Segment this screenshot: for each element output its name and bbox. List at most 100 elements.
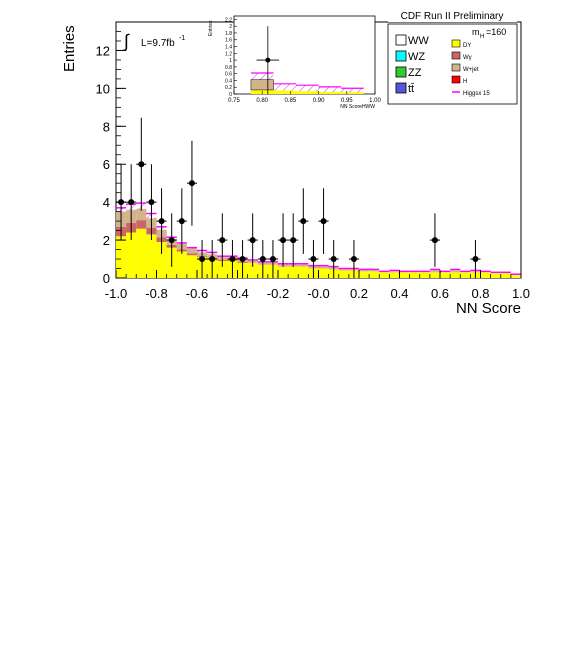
data-point — [310, 256, 317, 263]
legend-label: ZZ — [408, 67, 422, 79]
inset-y-tick-label: 0.4 — [225, 78, 232, 84]
wjet-bar — [136, 208, 147, 221]
wjet-bar — [338, 269, 349, 271]
legend-swatch — [451, 39, 461, 48]
data-point — [350, 256, 357, 263]
inset-dy-bar — [341, 92, 364, 94]
inset-y-tick-label: 0.6 — [225, 72, 232, 78]
dy-bar — [450, 272, 461, 278]
data-points — [116, 117, 481, 278]
inset-y-axis-label: Entries — [208, 20, 214, 36]
dy-bar — [278, 266, 289, 278]
inset-dy-bar — [273, 90, 297, 94]
dy-bar — [399, 272, 410, 278]
wjet-bar — [369, 270, 380, 272]
main-axes: -1.0 -0.8 -0.6 -0.4 -0.2 -0.0 0.2 0.4 0.6 0.8 1.00… — [96, 31, 530, 301]
data-point — [300, 218, 307, 225]
inset-higgs-bar — [318, 86, 342, 94]
inset-y-tick-label: 2 — [229, 24, 232, 30]
wjet-bar — [429, 270, 440, 273]
inset-x-tick-label: 0.80 — [256, 98, 268, 104]
data-point — [128, 199, 135, 206]
data-point — [118, 199, 125, 206]
data-point — [178, 218, 185, 225]
legend-label: H — [463, 79, 467, 85]
y-tick-label: 6 — [103, 157, 110, 172]
x-tick-label: 0.4 — [390, 286, 408, 301]
wgamma-bar — [186, 253, 197, 256]
dy-bar — [500, 273, 511, 278]
inset-y-tick-label: 2.2 — [225, 17, 232, 23]
chart-title: CDF Run II Preliminary — [401, 11, 504, 22]
inset-y-tick-label: 1.2 — [225, 51, 232, 57]
dy-bar — [510, 275, 521, 278]
inset-data-point — [265, 57, 271, 63]
dy-bar — [379, 272, 390, 278]
inset-y-tick-label: 0.2 — [225, 85, 232, 91]
dy-bar — [460, 272, 471, 278]
data-point — [168, 237, 175, 244]
mass-subscript: H — [480, 34, 484, 40]
wjet-bar — [298, 264, 309, 267]
data-point — [249, 237, 256, 244]
dy-bar — [419, 272, 430, 278]
dy-bar — [247, 262, 258, 278]
dy-bar — [298, 266, 309, 278]
data-point — [269, 256, 276, 263]
x-tick-label: 0.8 — [471, 286, 489, 301]
inset-x-tick-label: 0.85 — [285, 98, 297, 104]
legend: m H =160 WW WZ ZZ tt̄ DY Wγ W+jet H Higgsx 15 — [387, 23, 518, 105]
dy-bar — [409, 272, 420, 278]
data-point — [138, 161, 145, 168]
dy-bar — [126, 232, 137, 278]
legend-swatch — [395, 50, 407, 62]
inset-x-tick-label: 0.75 — [228, 98, 240, 104]
data-point — [320, 218, 327, 225]
inset-wjet-bar — [250, 79, 274, 91]
legend-label: tt̄ — [408, 83, 414, 95]
legend-label: DY — [463, 43, 471, 49]
luminosity-exponent: -1 — [179, 35, 185, 42]
legend-swatch — [395, 82, 407, 94]
inset-y-tick-label: 1.8 — [225, 31, 232, 37]
y-tick-label: 8 — [103, 119, 110, 134]
legend-swatch — [451, 63, 461, 72]
x-tick-label: -0.8 — [145, 286, 167, 301]
legend-label: WW — [408, 35, 429, 47]
x-tick-label: 0.6 — [431, 286, 449, 301]
y-axis-label: Entries — [61, 25, 78, 72]
integral-symbol: ∫ — [122, 31, 130, 51]
x-tick-label: -0.0 — [307, 286, 329, 301]
x-tick-label: -1.0 — [105, 286, 127, 301]
luminosity-label: L=9.7fb — [141, 38, 175, 49]
inset-y-tick-label: 0.8 — [225, 65, 232, 71]
x-tick-label: -0.6 — [186, 286, 208, 301]
wjet-bar — [450, 270, 461, 273]
inset-y-tick-label: 1.4 — [225, 45, 232, 51]
data-point — [472, 256, 479, 263]
dy-bar — [389, 272, 400, 278]
inset-y-tick-label: 1.6 — [225, 38, 232, 44]
dy-bar — [490, 273, 501, 278]
title-box: CDF Run II Preliminary — [388, 8, 517, 22]
data-point — [280, 237, 287, 244]
inset-x-axis-label: NN ScoreHWW — [340, 104, 375, 110]
legend-label: WZ — [408, 51, 425, 63]
dy-bar — [186, 255, 197, 278]
inset-x-tick-label: 0.95 — [341, 98, 353, 104]
x-tick-label: -0.4 — [226, 286, 248, 301]
wjet-bar — [186, 248, 197, 254]
dy-bar — [440, 272, 451, 278]
inset-plot: 0.75 0.80 0.85 0.90 0.95 1.0000.20.40.60.811.… — [208, 15, 381, 110]
dy-bar — [136, 228, 147, 278]
inset-dy-bar — [318, 91, 342, 94]
legend-label: Higgsx 15 — [463, 91, 490, 97]
legend-label: W+jet — [463, 67, 479, 73]
data-point — [199, 256, 206, 263]
data-point — [209, 256, 216, 263]
wjet-bar — [318, 266, 329, 269]
data-point — [158, 218, 165, 225]
y-tick-label: 12 — [96, 43, 110, 58]
luminosity-annotation: ∫ L=9.7fb -1 — [122, 31, 185, 51]
